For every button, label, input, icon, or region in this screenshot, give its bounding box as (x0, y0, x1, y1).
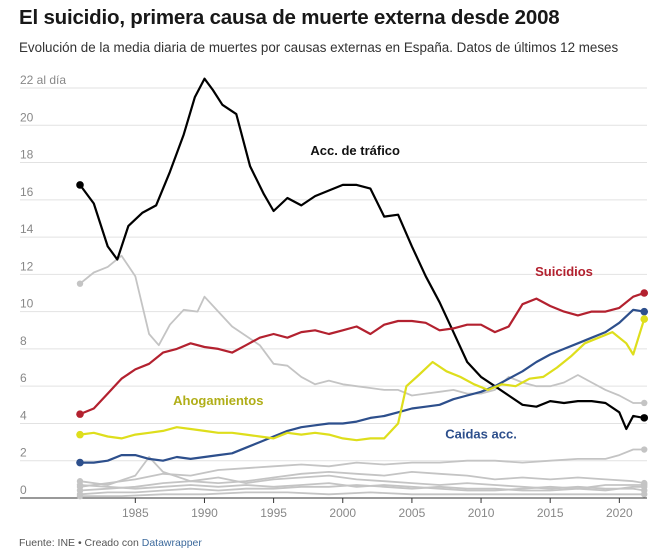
series-end-point (640, 307, 649, 316)
x-tick-label: 1995 (260, 506, 287, 520)
datawrapper-link[interactable]: Datawrapper (141, 537, 202, 549)
y-tick-label: 12 (20, 259, 34, 273)
series-start-point (76, 280, 84, 287)
y-tick-label: 2 (20, 446, 27, 460)
series-line (78, 291, 646, 416)
chart-subtitle: Evolución de la media diaria de muertes … (19, 40, 619, 55)
series-start-point (76, 430, 84, 439)
x-tick-label: 2005 (399, 506, 426, 520)
series-start-point (76, 458, 84, 467)
x-tick-label: 2010 (468, 506, 495, 520)
y-tick-label: 8 (20, 334, 27, 348)
x-tick-label: 1985 (122, 506, 149, 520)
series-line (78, 308, 646, 464)
series-label: Caidas acc. (445, 426, 517, 441)
y-tick-label: 14 (20, 222, 34, 236)
y-tick-label: 6 (20, 371, 27, 385)
series-end-point (641, 399, 648, 407)
series-end-point (641, 446, 648, 453)
series-label: Ahogamientos (173, 393, 263, 408)
x-tick-label: 2000 (329, 506, 356, 520)
series-line-other (79, 471, 646, 492)
series-line-other (79, 482, 646, 492)
series-end-point (641, 481, 648, 489)
y-axis-ticks: 2 4 6 8 10 12 14 16 18 20 22 al día 0 (20, 73, 66, 497)
series-label: Acc. de tráfico (310, 143, 400, 158)
series-end-point (640, 315, 649, 323)
series-line-other (79, 491, 646, 497)
series-line (78, 318, 646, 442)
series-line (78, 77, 646, 431)
series-start-point (76, 492, 84, 500)
chart-title: El suicidio, primera causa de muerte ext… (19, 6, 560, 29)
series-label: Suicidios (535, 264, 593, 279)
y-tick-label: 4 (20, 408, 27, 422)
series-start-point (76, 181, 84, 189)
x-tick-label: 2020 (606, 506, 633, 520)
x-tick-label: 2015 (537, 506, 564, 520)
y-tick-label: 0 (20, 483, 27, 497)
series-end-point (640, 414, 649, 422)
series-end-point (641, 491, 648, 498)
y-tick-label: 22 al día (20, 73, 66, 87)
series-line-other (79, 254, 646, 404)
chart-footer: Fuente: INE • Creado con Datawrapper (19, 537, 202, 549)
series-end-point (640, 289, 649, 297)
x-tick-label: 1990 (191, 506, 218, 520)
y-tick-label: 20 (20, 110, 34, 124)
series-start-point (76, 481, 84, 489)
x-axis-ticks: 1985 1990 1995 2000 2005 2010 2015 2020 (122, 498, 633, 520)
y-tick-label: 10 (20, 297, 34, 311)
series-start-point (76, 410, 84, 418)
source-note: Fuente: INE • Creado con (19, 537, 139, 549)
series-labels: Acc. de tráfico Suicidios Ahogamientos Caid… (173, 143, 593, 441)
series-lines (76, 77, 649, 500)
series-line-other (79, 448, 646, 488)
y-tick-label: 16 (20, 185, 34, 199)
y-tick-label: 18 (20, 148, 34, 162)
